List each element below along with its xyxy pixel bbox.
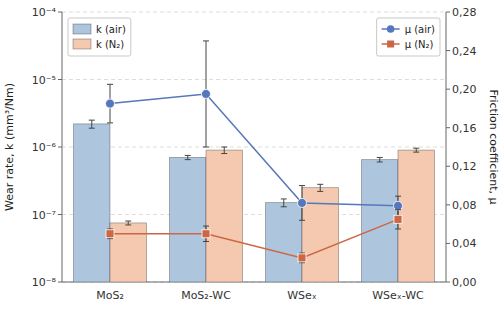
chart: 10⁻⁸ 10⁻⁷ 10⁻⁶ 10⁻⁵ 10⁻⁴ 0,00 0,04 0,08 0,12 0,16… (0, 0, 500, 310)
y2-axis-label: Friction coefficient, μ (487, 89, 500, 204)
error-bar (185, 155, 191, 159)
y2-tick-label: 0,16 (452, 122, 477, 135)
x-tick-label: MoS₂-WC (181, 289, 231, 302)
bar (206, 150, 242, 282)
marker (298, 254, 306, 262)
marker (394, 215, 402, 223)
y-tick (58, 282, 62, 283)
bar (170, 157, 206, 282)
y2-tick-label: 0,24 (452, 45, 477, 58)
error-bar (203, 226, 209, 241)
y2-tick-label: 0,04 (452, 237, 477, 250)
error-bar (107, 229, 113, 239)
grid-line (62, 79, 446, 80)
marker (202, 230, 210, 238)
legend-label: k (air) (96, 24, 126, 35)
x-tick-label: MoS₂ (96, 289, 124, 302)
error-bar (413, 148, 419, 152)
y2-tick-label: 0,00 (452, 276, 477, 289)
y-tick-label: 10⁻⁶ (32, 141, 57, 154)
marker (298, 198, 307, 207)
y2-tick-label: 0,12 (452, 160, 477, 173)
y2-tick (446, 204, 450, 205)
legend: k (air) k (N₂) (68, 18, 131, 56)
y2-tick (446, 282, 450, 283)
y-tick-label: 10⁻⁷ (32, 209, 56, 222)
error-bar (377, 157, 383, 162)
error-bar (221, 147, 227, 154)
y-axis-label: Wear rate, k (mm³/Nm) (3, 83, 16, 211)
error-bar (299, 253, 305, 263)
y2-tick (446, 127, 450, 128)
y2-tick (446, 243, 450, 244)
line (110, 219, 398, 258)
error-bar (281, 199, 287, 207)
error-bar (317, 184, 323, 191)
legend-frame (377, 18, 440, 56)
legend: μ (air) μ (N₂) (377, 18, 440, 56)
y2-tick-label: 0,28 (452, 6, 477, 19)
legend-marker (387, 25, 395, 33)
bar (302, 188, 338, 282)
legend-swatch (73, 39, 91, 49)
y2-tick (446, 50, 450, 51)
y-tick-label: 10⁻⁵ (32, 74, 56, 87)
y2-tick (446, 89, 450, 90)
marker (106, 99, 115, 108)
legend-label: μ (air) (405, 24, 435, 35)
bar (398, 150, 434, 282)
y-tick (58, 214, 62, 215)
y-tick-label: 10⁻⁴ (32, 6, 57, 19)
legend-label: k (N₂) (96, 39, 124, 50)
bar (266, 203, 302, 282)
y-tick-label: 10⁻⁸ (32, 276, 57, 289)
marker (106, 230, 114, 238)
plot-marks (74, 41, 435, 282)
legend-swatch (73, 24, 91, 34)
error-bar (89, 120, 95, 128)
y-axis (62, 12, 63, 282)
line (110, 94, 398, 206)
y2-tick (446, 166, 450, 167)
bar (74, 124, 110, 282)
marker (202, 89, 211, 98)
legend-frame (68, 18, 131, 56)
y-tick (58, 79, 62, 80)
marker (394, 201, 403, 210)
y2-tick-label: 0,08 (452, 199, 477, 212)
grid-line (62, 12, 446, 13)
legend-marker (387, 41, 394, 48)
y2-tick (446, 12, 450, 13)
y-tick (58, 12, 62, 13)
y-tick (58, 147, 62, 148)
error-bar (125, 221, 131, 225)
y2-tick-label: 0,20 (452, 83, 477, 96)
y2-axis (446, 12, 447, 282)
bar (110, 223, 146, 282)
legend-label: μ (N₂) (405, 39, 434, 50)
error-bar (395, 210, 401, 229)
x-tick-label: WSeₓ-WC (372, 289, 424, 302)
x-tick-label: WSeₓ (287, 289, 317, 302)
